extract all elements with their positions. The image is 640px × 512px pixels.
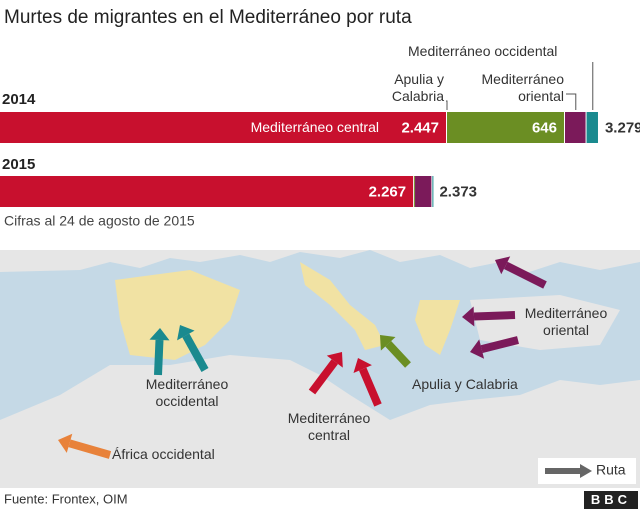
land-north [0,250,640,275]
legend-label: Ruta [596,462,626,478]
turkey [470,295,620,350]
note: Cifras al 24 de agosto de 2015 [4,213,195,229]
route-arrow-head [462,306,475,327]
route-arrow-head [149,328,170,341]
bar-segment [414,176,416,207]
route-arrow [154,339,164,376]
legend-arrow-head [580,464,592,478]
row-label: 2014 [2,91,36,108]
bar-segment [0,176,414,207]
route-arrow [68,439,112,459]
bar-segment [415,176,432,207]
leader [446,100,448,110]
bar-segment [0,112,446,143]
route-arrow-head [353,358,372,373]
map-label: Apulia y Calabria [412,376,518,392]
map-label: África occidental [112,446,215,462]
total-label: 3.279 [605,119,640,136]
series-label: Mediterráneo oriental [481,71,565,104]
source: Fuente: Frontex, OIM [4,491,128,506]
value-label: 2.447 [401,119,439,136]
route-arrow [385,341,411,368]
africa [0,355,640,488]
value-label: 646 [532,119,557,136]
chart-title: Murtes de migrantes en el Mediterráneo p… [4,7,412,28]
route-arrow-head [470,339,485,359]
map-label: Mediterráneo oriental [524,305,608,338]
italy [300,262,385,350]
series-label: Apulia y Calabria [391,71,444,104]
value-label: 2.267 [369,183,407,200]
route-arrow [308,359,338,395]
route-arrow [480,336,519,353]
route-arrow-head [177,325,195,341]
map: Ruta [0,250,640,488]
greece [415,300,460,355]
total-label: 2.373 [439,183,477,200]
map-label: Mediterráneo central [287,410,371,443]
series-label: Mediterráneo occidental [408,43,558,59]
map-label: Mediterráneo occidental [145,376,229,409]
logo: BBC [591,492,631,507]
bar-segment [432,176,434,207]
leader [566,93,577,110]
route-arrow-head [380,335,396,351]
logo-bg [584,491,638,509]
series-label: Mediterráneo central [251,119,379,135]
bar-segment [447,112,565,143]
route-arrow [503,261,547,289]
route-arrow-head [326,352,343,368]
row-label: 2015 [2,156,35,173]
route-arrow [182,333,209,372]
iberia [115,270,240,360]
bar-segment [586,112,598,143]
route-arrow [359,367,382,407]
route-arrow-head [495,256,511,275]
route-arrow [473,311,516,321]
route-arrow-head [58,433,73,453]
bar-segment [565,112,586,143]
